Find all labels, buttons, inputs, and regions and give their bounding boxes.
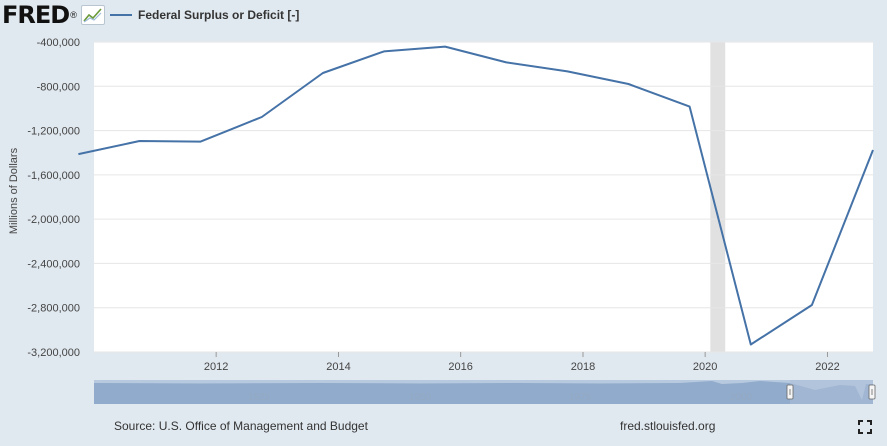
- x-tick-label: 2016: [448, 361, 472, 373]
- x-tick-label: 2012: [204, 361, 228, 373]
- legend-swatch: [110, 14, 132, 16]
- navigator-series-area: [94, 381, 873, 404]
- trend-chart-icon: [80, 5, 105, 25]
- x-tick-label: 2020: [693, 361, 717, 373]
- logo-registered-mark: ®: [70, 10, 77, 20]
- fred-logo[interactable]: FRED ®: [2, 2, 105, 28]
- y-tick-label: -2,800,000: [27, 303, 80, 315]
- x-tick-label: 2014: [326, 361, 350, 373]
- header: FRED ® Federal Surplus or Deficit [-]: [0, 0, 887, 32]
- y-tick-label: -2,000,000: [27, 214, 80, 226]
- y-tick-label: -1,600,000: [27, 170, 80, 182]
- chart-legend[interactable]: Federal Surplus or Deficit [-]: [110, 5, 299, 25]
- series-line[interactable]: [78, 45, 874, 346]
- navigator-tick-label: 1925: [248, 392, 271, 403]
- recession-shading: [710, 42, 726, 352]
- range-navigator[interactable]: 1925 1950 1975 2000: [94, 380, 876, 404]
- y-tick-label: -400,000: [37, 37, 80, 49]
- navigator-selected-range[interactable]: [790, 380, 873, 404]
- x-tick-label: 2018: [571, 361, 595, 373]
- fred-url-link[interactable]: fred.stlouisfed.org: [620, 419, 716, 433]
- y-tick-label: -1,200,000: [27, 126, 80, 138]
- navigator-tick-label: 1975: [569, 392, 592, 403]
- fullscreen-icon[interactable]: [858, 420, 872, 434]
- navigator-tick-label: 1950: [409, 392, 432, 403]
- legend-label: Federal Surplus or Deficit [-]: [138, 8, 300, 22]
- source-note: Source: U.S. Office of Management and Bu…: [114, 419, 368, 433]
- y-tick-label: -2,400,000: [27, 258, 80, 270]
- y-tick-label: -3,200,000: [27, 347, 80, 359]
- x-tick-label: 2022: [815, 361, 839, 373]
- y-tick-label: -800,000: [37, 81, 80, 93]
- logo-text: FRED: [2, 1, 70, 29]
- navigator-tick-label: 2000: [730, 392, 753, 403]
- plot-area: [94, 42, 873, 352]
